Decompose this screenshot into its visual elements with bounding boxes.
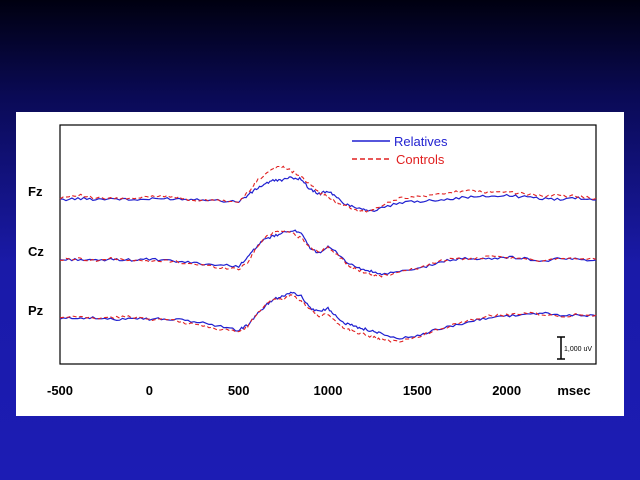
erp-chart: -500 0 500 1000 1500 2000 Fz Cz Pz msec Relat… <box>28 124 597 398</box>
channel-label-cz: Cz <box>28 244 44 259</box>
legend-label-controls: Controls <box>396 152 445 167</box>
x-axis-label: msec <box>557 383 590 398</box>
x-tick-label: 0 <box>146 383 153 398</box>
x-tick-label: 2000 <box>492 383 521 398</box>
series-controls-pz <box>59 293 597 343</box>
scale-bar: 1,000 uV <box>557 336 592 360</box>
channel-label-fz: Fz <box>28 184 43 199</box>
series-relatives-fz <box>59 176 596 213</box>
chart-panel: -500 0 500 1000 1500 2000 Fz Cz Pz msec Relat… <box>16 112 624 416</box>
series-controls-fz <box>59 165 597 213</box>
legend-label-relatives: Relatives <box>394 134 448 149</box>
legend: Relatives Controls <box>352 134 448 167</box>
x-tick-labels: -500 0 500 1000 1500 2000 <box>47 383 521 398</box>
scale-bar-label: 1,000 uV <box>564 346 592 353</box>
x-tick-label: -500 <box>47 383 73 398</box>
x-tick-label: 1500 <box>403 383 432 398</box>
series-relatives-pz <box>59 291 597 340</box>
series-layer <box>59 165 597 343</box>
series-relatives-cz <box>59 229 597 276</box>
x-tick-label: 1000 <box>314 383 343 398</box>
series-controls-cz <box>60 229 597 278</box>
x-tick-label: 500 <box>228 383 250 398</box>
channel-label-pz: Pz <box>28 303 44 318</box>
plot-frame <box>59 124 597 365</box>
